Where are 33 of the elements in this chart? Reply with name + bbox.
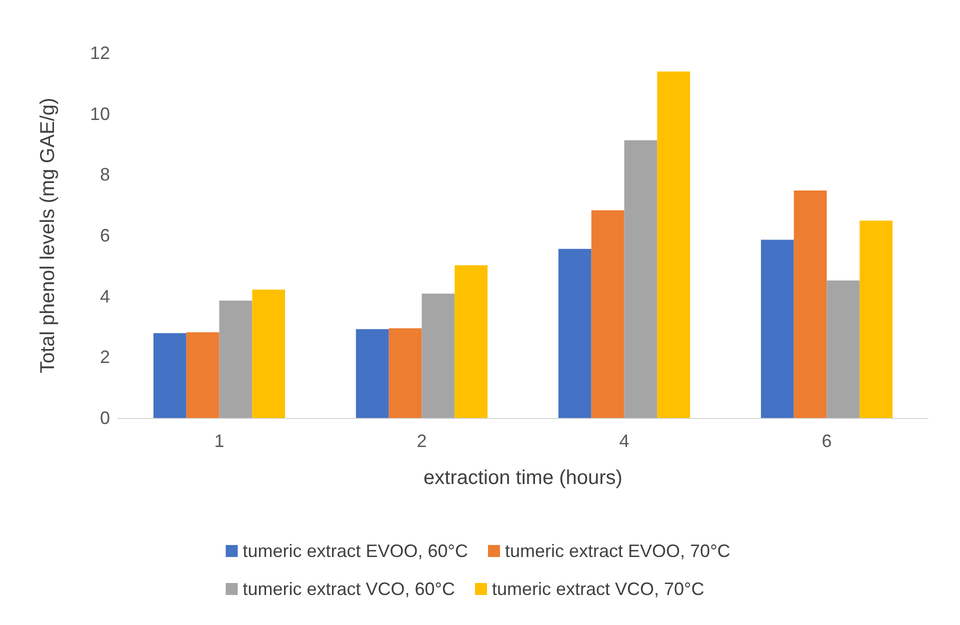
bar <box>860 220 893 418</box>
x-tick-label: 2 <box>416 431 427 451</box>
bar <box>657 72 690 418</box>
bar <box>356 329 389 418</box>
legend-label: tumeric extract EVOO, 60°C <box>242 541 468 561</box>
bar <box>186 332 220 418</box>
bar <box>219 300 252 418</box>
bar <box>826 280 860 418</box>
legend-label: tumeric extract EVOO, 70°C <box>505 541 730 561</box>
legend-label: tumeric extract VCO, 60°C <box>242 579 455 599</box>
bar <box>591 210 624 418</box>
y-tick-label: 0 <box>100 408 110 428</box>
y-axis-title: Total phenol levels (mg GAE/g) <box>37 98 59 374</box>
bar <box>454 265 488 418</box>
bar <box>558 248 592 418</box>
y-tick-label: 8 <box>100 164 110 185</box>
bar <box>388 328 422 418</box>
y-tick-label: 4 <box>100 286 110 306</box>
bar <box>624 140 658 418</box>
y-tick-label: 10 <box>90 104 110 124</box>
bar <box>252 290 286 418</box>
y-tick-label: 12 <box>90 43 110 63</box>
bar <box>422 294 455 418</box>
bar <box>153 333 186 418</box>
x-tick-label: 1 <box>214 431 224 451</box>
y-tick-label: 6 <box>100 226 110 246</box>
legend-label: tumeric extract VCO, 70°C <box>492 579 704 599</box>
x-axis-title: extraction time (hours) <box>424 467 622 489</box>
y-tick-label: 2 <box>100 347 110 368</box>
bar <box>794 190 827 418</box>
x-tick-label: 4 <box>619 431 630 451</box>
x-tick-label: 6 <box>822 431 832 451</box>
bar <box>760 240 794 418</box>
